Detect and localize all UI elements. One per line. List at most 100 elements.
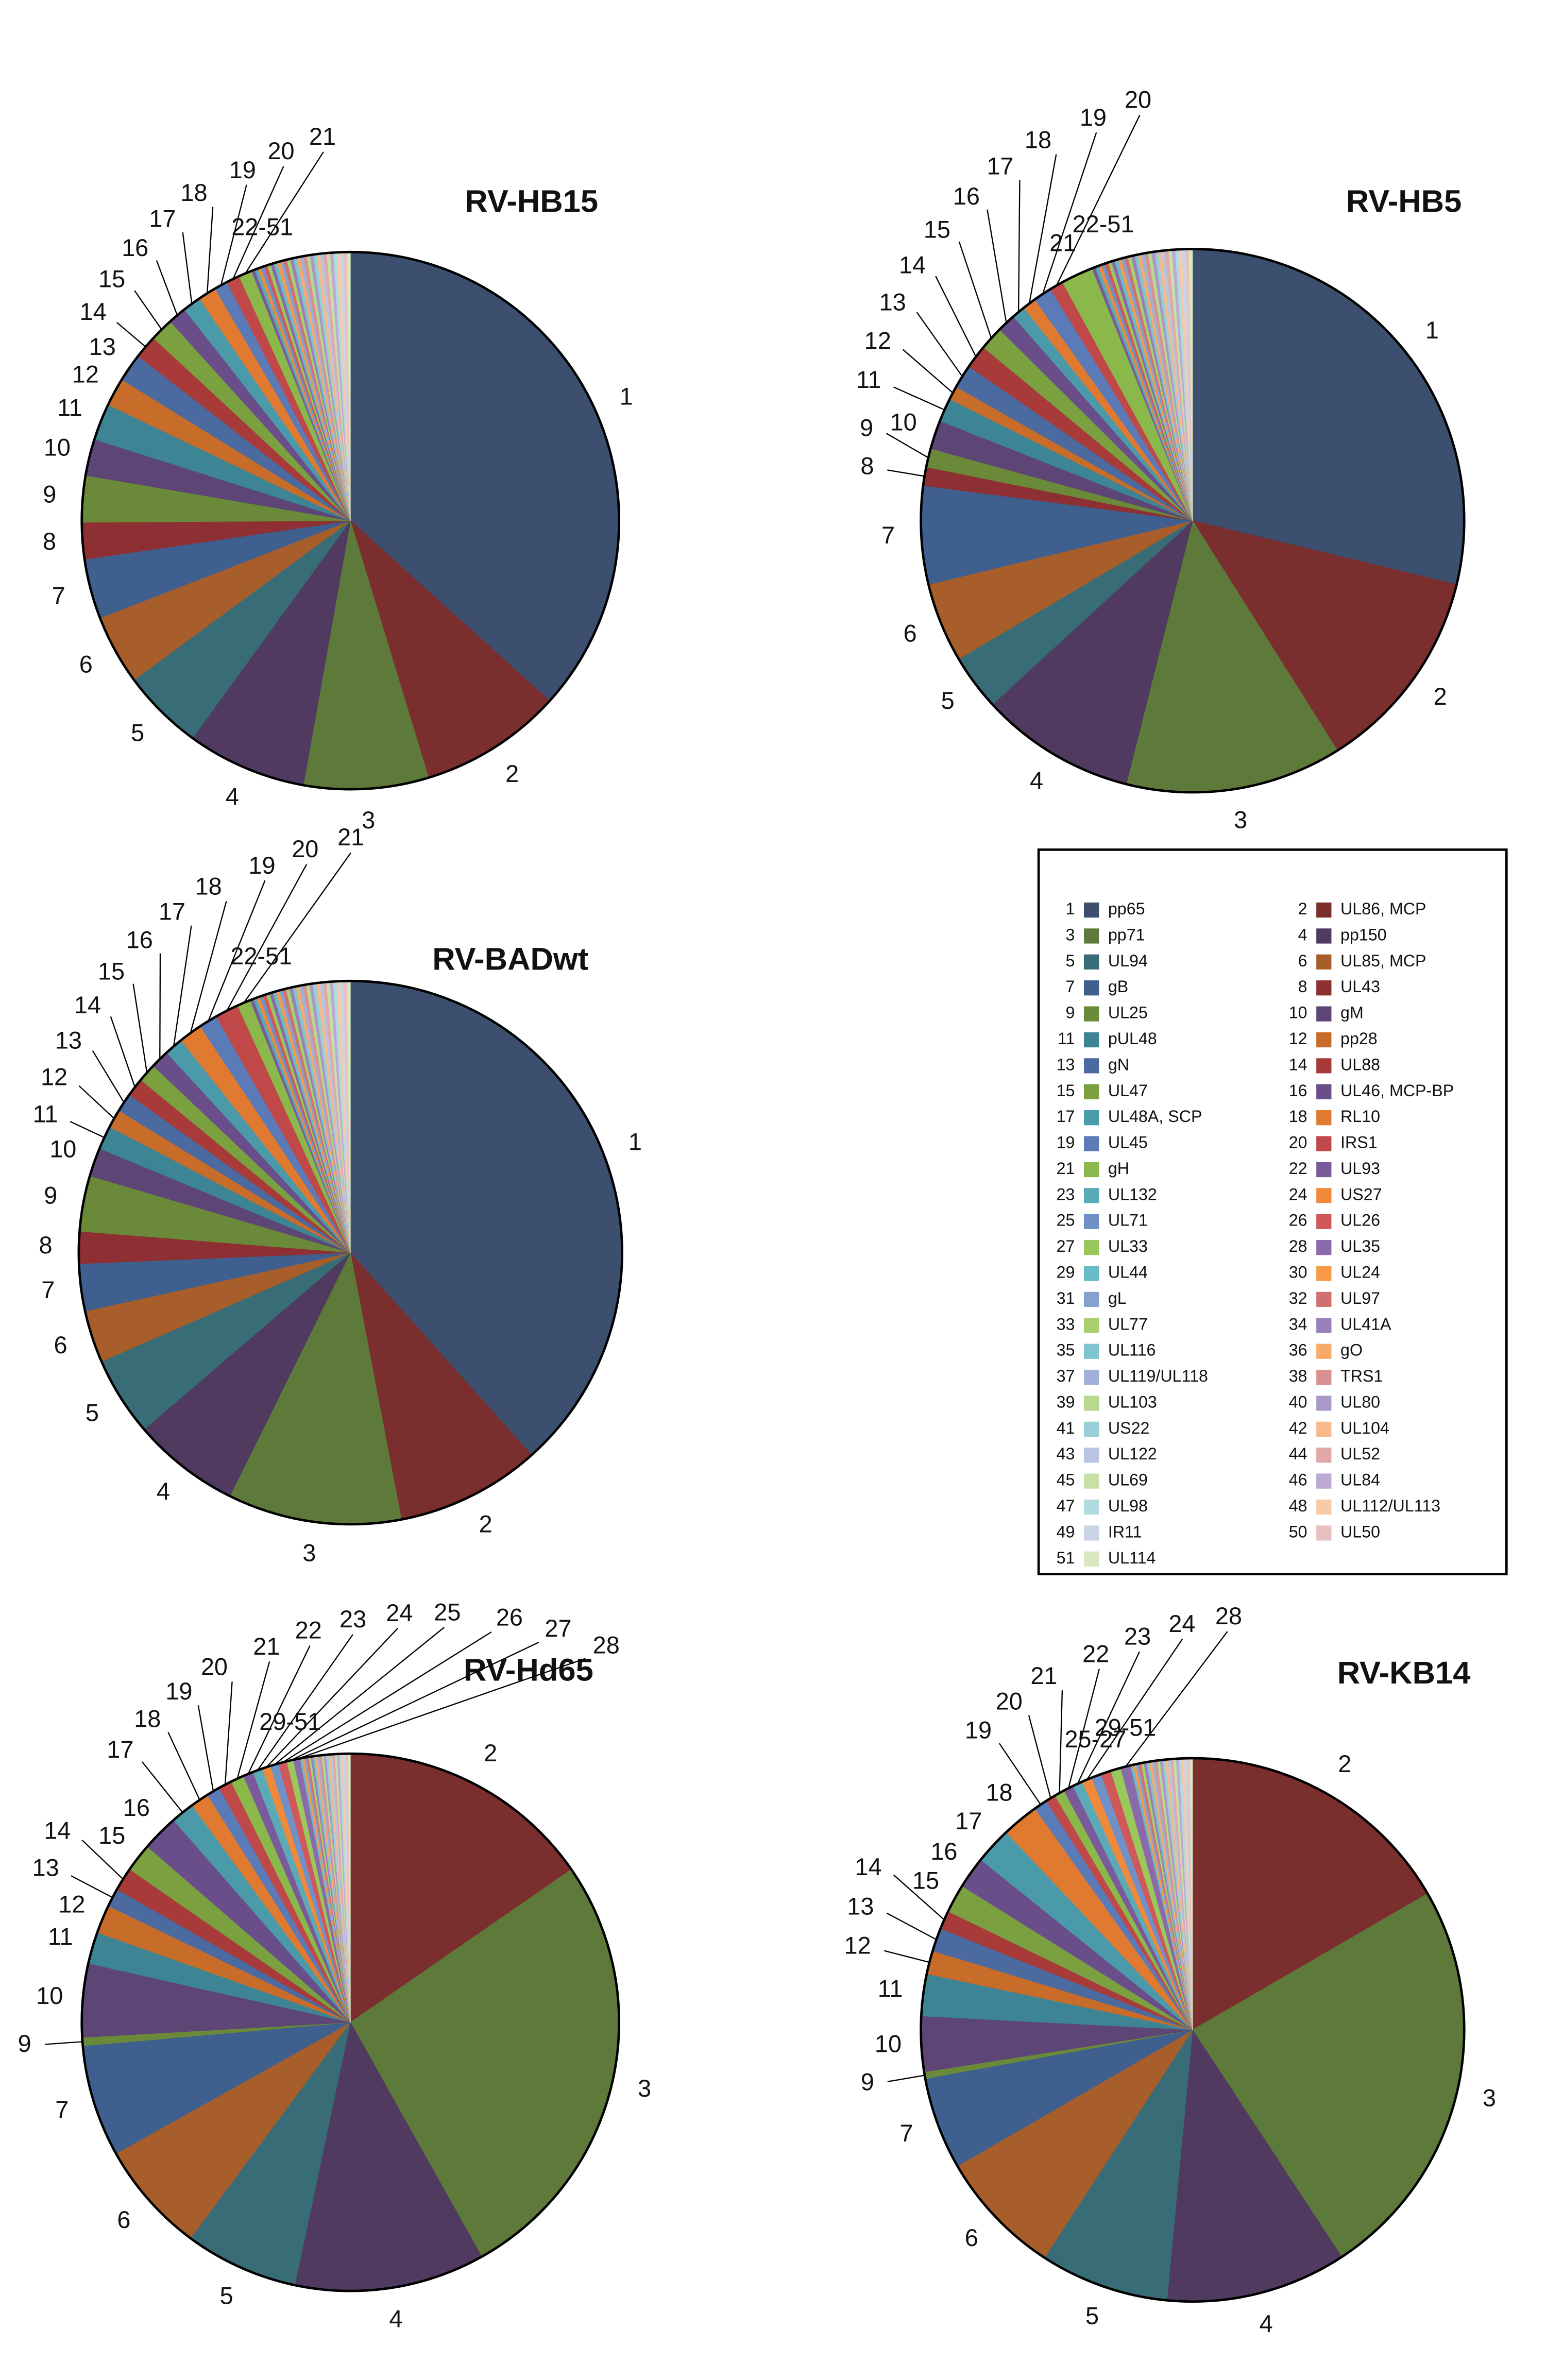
slice-label: 20 [1125, 87, 1151, 113]
slice-label: 22 [295, 1617, 322, 1644]
legend-name: IR11 [1108, 1522, 1142, 1541]
legend-number: 33 [1057, 1315, 1075, 1333]
legend-number: 26 [1289, 1211, 1307, 1230]
legend-number: 41 [1057, 1419, 1075, 1437]
slice-label: 11 [856, 366, 881, 393]
slice-label: 24 [1168, 1610, 1195, 1637]
leader-line [1028, 1715, 1051, 1798]
leader-line [257, 1634, 353, 1771]
legend-name: pp28 [1340, 1029, 1378, 1048]
slice-label: 19 [248, 852, 275, 879]
chart-title: RV-KB14 [1337, 1655, 1471, 1691]
slice-label: 10 [49, 1136, 76, 1163]
legend-swatch [1084, 928, 1099, 944]
legend-number: 34 [1289, 1315, 1307, 1333]
slice-label: 18 [986, 1779, 1012, 1806]
slice-label: 2 [479, 1510, 492, 1537]
slice-label: 11 [48, 1923, 73, 1950]
slice-label: 20 [996, 1688, 1023, 1715]
legend-swatch [1084, 980, 1099, 996]
legend-number: 49 [1057, 1522, 1075, 1541]
leader-line [1086, 1639, 1183, 1780]
slice-label: 26 [496, 1604, 523, 1631]
leader-line [987, 209, 1007, 324]
legend-swatch [1316, 1266, 1332, 1281]
legend-number: 14 [1289, 1055, 1307, 1074]
legend-name: RL10 [1340, 1107, 1380, 1126]
legend-number: 7 [1066, 977, 1075, 996]
legend-name: gO [1340, 1341, 1363, 1359]
slice-label: 28 [1215, 1603, 1242, 1629]
leader-line [296, 1658, 586, 1760]
legend-name: UL33 [1108, 1237, 1148, 1255]
slice-label: 21 [1049, 230, 1076, 257]
legend-swatch [1316, 1291, 1332, 1307]
legend-swatch [1084, 954, 1099, 970]
legend-swatch [1084, 1344, 1099, 1359]
leader-line [893, 386, 945, 411]
legend-number: 31 [1057, 1289, 1075, 1307]
slice-label: 3 [1483, 2085, 1496, 2112]
legend-swatch [1316, 1136, 1332, 1151]
slice-label: 21 [337, 824, 364, 851]
slice-label: 12 [864, 327, 891, 354]
legend-name: UL84 [1340, 1471, 1380, 1489]
legend-swatch [1084, 1499, 1099, 1515]
legend-swatch [1316, 1344, 1332, 1359]
legend-number: 3 [1066, 925, 1075, 944]
slice-label: 4 [1260, 2310, 1273, 2337]
slice-label: 9 [18, 2030, 31, 2057]
slice-label: 9 [860, 414, 873, 441]
leader-line [1067, 1669, 1100, 1789]
slice-label: 8 [860, 453, 874, 480]
group-label: 22-51 [1073, 211, 1134, 237]
legend-swatch [1084, 1396, 1099, 1411]
leader-line [78, 1085, 115, 1119]
slice-label: 13 [847, 1893, 874, 1920]
legend-number: 51 [1057, 1549, 1075, 1567]
chart-title: RV-HB5 [1346, 184, 1462, 219]
pie-outline [920, 248, 1466, 794]
legend-number: 23 [1057, 1185, 1075, 1203]
legend-swatch [1316, 1162, 1332, 1178]
legend-name: pp150 [1340, 925, 1387, 944]
legend-number: 46 [1289, 1471, 1307, 1489]
legend-swatch [1316, 1499, 1332, 1515]
slice-label: 21 [1030, 1662, 1057, 1689]
legend-swatch [1316, 1058, 1332, 1074]
slice-label: 19 [965, 1717, 992, 1744]
leader-line [274, 1627, 445, 1765]
slice-label: 2 [484, 1740, 497, 1766]
slice-label: 25 [434, 1599, 461, 1626]
leader-line [1059, 1690, 1063, 1793]
slice-label: 3 [1234, 806, 1247, 833]
slice-label: 12 [72, 361, 99, 387]
legend-name: UL114 [1108, 1549, 1156, 1567]
legend-number: 20 [1289, 1133, 1307, 1152]
leader-line [226, 864, 308, 1011]
leader-line [243, 852, 352, 1004]
leader-line [1028, 154, 1057, 304]
legend-number: 37 [1057, 1367, 1075, 1385]
slice-label: 13 [89, 333, 116, 360]
slice-label: 5 [220, 2282, 233, 2309]
leader-line [282, 1631, 492, 1763]
legend-number: 42 [1289, 1419, 1307, 1437]
legend-name: UL69 [1108, 1471, 1148, 1489]
legend-number: 43 [1057, 1444, 1075, 1463]
legend-name: UL88 [1340, 1055, 1380, 1074]
legend-swatch [1316, 928, 1332, 944]
slice-label: 14 [855, 1854, 881, 1880]
leader-line [886, 1912, 937, 1941]
slice-label: 7 [52, 582, 65, 609]
pie-outline [80, 250, 621, 791]
legend-name: UL132 [1108, 1185, 1157, 1203]
leader-line [935, 276, 977, 357]
legend-name: UL85, MCP [1340, 951, 1426, 970]
slice-label: 15 [98, 265, 125, 292]
legend-name: UL93 [1340, 1159, 1380, 1178]
legend-number: 2 [1298, 899, 1307, 918]
slice-label: 2 [1338, 1750, 1351, 1777]
